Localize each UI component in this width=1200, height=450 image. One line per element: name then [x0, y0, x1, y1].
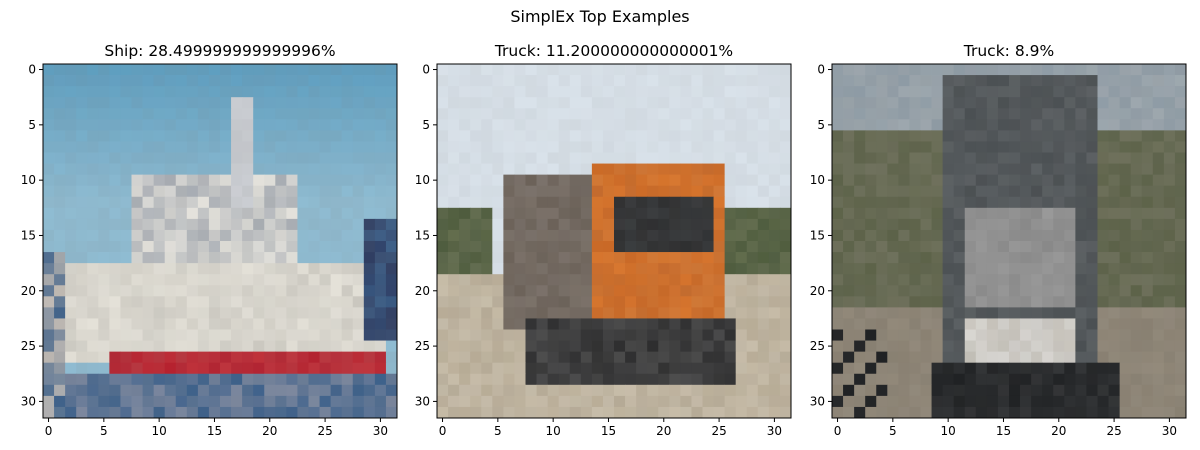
y-tick-label: 20: [810, 284, 825, 298]
y-tick-label: 30: [810, 394, 825, 408]
x-tick-label: 30: [373, 424, 388, 438]
x-tick-label: 30: [767, 424, 782, 438]
y-tick-label: 30: [415, 394, 430, 408]
x-tick-label: 15: [996, 424, 1011, 438]
x-tick-label: 0: [834, 424, 842, 438]
y-tick-label: 15: [21, 228, 36, 242]
y-tick-label: 10: [810, 173, 825, 187]
y-tick-label: 25: [415, 339, 430, 353]
x-tick-label: 10: [941, 424, 956, 438]
y-tick-label: 15: [810, 228, 825, 242]
x-tick-label: 25: [1106, 424, 1121, 438]
x-tick-label: 15: [601, 424, 616, 438]
x-tick-label: 5: [100, 424, 108, 438]
panel-title: Truck: 8.9%: [963, 42, 1054, 60]
image-panel-2: Truck: 11.200000000000001% 0 5 10 15 20 25 30 0 5…: [415, 42, 792, 438]
y-tick-label: 10: [415, 173, 430, 187]
y-tick-label: 30: [21, 394, 36, 408]
x-tick-label: 10: [152, 424, 167, 438]
y-tick-label: 5: [817, 118, 825, 132]
y-tick-label: 0: [817, 63, 825, 77]
y-tick-label: 0: [422, 63, 430, 77]
x-tick-label: 25: [317, 424, 332, 438]
axes-frame: [436, 63, 792, 419]
x-tick-label: 0: [45, 424, 53, 438]
x-tick-label: 20: [656, 424, 671, 438]
y-tick-label: 25: [810, 339, 825, 353]
axes-frame: [42, 63, 398, 419]
figure-suptitle: SimplEx Top Examples: [510, 7, 689, 26]
x-tick-label: 0: [439, 424, 447, 438]
x-tick-label: 5: [494, 424, 502, 438]
x-tick-label: 10: [546, 424, 561, 438]
image-panel-3: Truck: 8.9% 0 5 10 15 20 25 30 0 5 10 15 20 25 30: [810, 42, 1187, 438]
y-tick-label: 20: [415, 284, 430, 298]
x-tick-label: 20: [262, 424, 277, 438]
image-panel-1: Ship: 28.499999999999996% 0 5 10 15 20 25 30 0 5 1…: [21, 42, 398, 438]
y-tick-label: 15: [415, 228, 430, 242]
panel-image: [832, 64, 1187, 419]
x-tick-label: 20: [1051, 424, 1066, 438]
y-tick-label: 5: [422, 118, 430, 132]
panel-title: Truck: 11.200000000000001%: [494, 42, 733, 60]
y-tick-label: 20: [21, 284, 36, 298]
y-tick-label: 5: [28, 118, 36, 132]
panel-image: [43, 64, 398, 419]
panel-image: [437, 64, 792, 419]
x-tick-label: 25: [711, 424, 726, 438]
x-tick-label: 30: [1162, 424, 1177, 438]
x-tick-label: 5: [889, 424, 897, 438]
axes-frame: [831, 63, 1187, 419]
y-tick-label: 10: [21, 173, 36, 187]
x-tick-label: 15: [207, 424, 222, 438]
image-panels: Ship: 28.499999999999996% 0 5 10 15 20 25 30 0 5 1…: [21, 42, 1187, 438]
panel-title: Ship: 28.499999999999996%: [104, 42, 335, 60]
y-tick-label: 25: [21, 339, 36, 353]
y-tick-label: 0: [28, 63, 36, 77]
